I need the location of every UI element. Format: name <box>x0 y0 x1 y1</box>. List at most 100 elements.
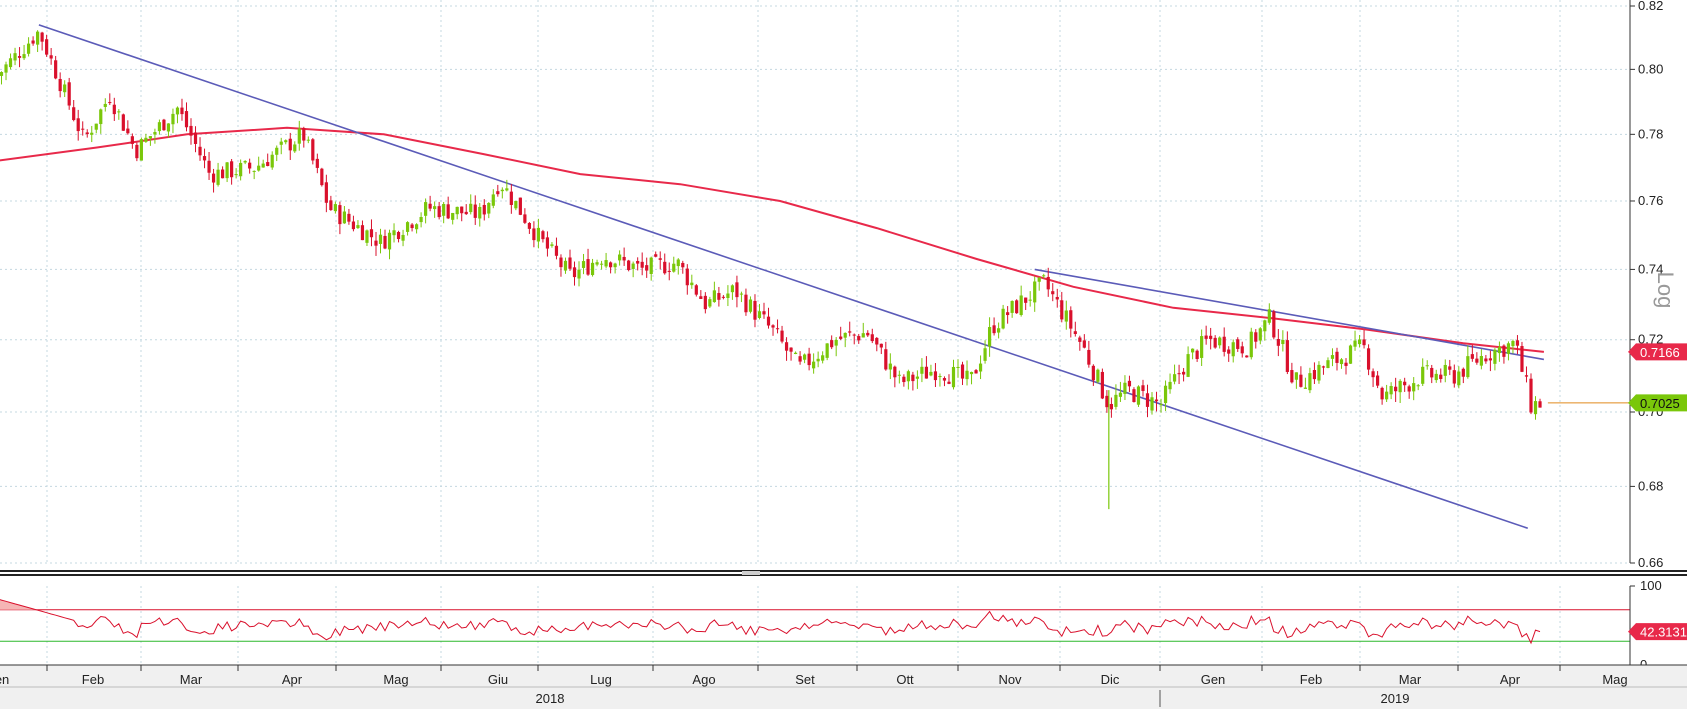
candle-body <box>4 64 8 73</box>
candle-body <box>595 262 599 265</box>
candle-body <box>1502 345 1506 357</box>
candle-body <box>261 163 265 168</box>
candle-body <box>437 206 441 218</box>
divider-handle <box>742 571 760 575</box>
candle-body <box>739 293 744 295</box>
candle-body <box>1091 365 1095 381</box>
candle-body <box>148 136 152 139</box>
x-tick-label: Nov <box>998 672 1022 687</box>
candle-body <box>121 114 125 131</box>
candle-body <box>1479 355 1483 366</box>
candle-body <box>1087 349 1091 365</box>
candle-body <box>1348 345 1353 364</box>
candle-body <box>293 144 297 152</box>
candle-body <box>1538 401 1542 408</box>
candle-body <box>279 141 283 145</box>
candle-body <box>947 381 951 384</box>
candle-body <box>1204 335 1208 339</box>
candle-body <box>577 269 581 279</box>
candle-body <box>297 128 301 144</box>
candle-body <box>63 84 67 93</box>
candle-body <box>460 206 464 214</box>
candle-body <box>1394 386 1398 392</box>
candle-body <box>162 119 166 131</box>
candle-body <box>1452 370 1456 384</box>
candle-body <box>315 158 319 168</box>
x-tick-label: Apr <box>1500 672 1521 687</box>
candle-body <box>956 366 960 368</box>
x-tick-label: Mag <box>383 672 408 687</box>
candle-body <box>1357 339 1362 345</box>
candle-body <box>1484 358 1488 362</box>
candle-body <box>126 128 130 134</box>
candle-body <box>225 162 229 179</box>
candle-body <box>1443 364 1447 376</box>
candle-body <box>31 40 35 44</box>
candle-body <box>153 132 157 135</box>
candle-body <box>1055 296 1059 300</box>
candle-body <box>1069 310 1073 329</box>
candle-body <box>879 343 883 348</box>
candle-body <box>744 294 748 313</box>
candle-body <box>351 221 356 230</box>
candle-body <box>1524 375 1529 377</box>
candle-body <box>1105 395 1109 408</box>
candle-body <box>1470 354 1474 359</box>
candle-body <box>965 370 969 380</box>
candle-body <box>369 229 374 238</box>
candle-body <box>1258 328 1262 341</box>
x-tick-label: Gen <box>1201 672 1226 687</box>
candle-body <box>496 191 500 195</box>
candle-body <box>789 347 793 352</box>
candle-body <box>1362 339 1366 346</box>
candle-body <box>1159 403 1163 405</box>
candle-body <box>1042 275 1046 277</box>
candle-body <box>1100 371 1104 399</box>
candle-body <box>230 161 234 178</box>
candle-body <box>1299 374 1303 387</box>
candle-body <box>1028 299 1032 301</box>
candle-body <box>1276 339 1280 346</box>
candle-body <box>1434 373 1438 381</box>
candle-body <box>884 349 888 370</box>
candle-body <box>1150 397 1154 411</box>
candle-body <box>1425 365 1429 367</box>
x-tick-label: Ott <box>896 672 914 687</box>
candle-body <box>798 356 802 362</box>
candle-body <box>1222 336 1226 352</box>
candle-body <box>753 300 757 320</box>
candle-body <box>36 31 40 45</box>
candle-body <box>414 224 419 230</box>
candle-body <box>1488 358 1492 361</box>
candle-body <box>1109 403 1114 410</box>
candle-body <box>1227 349 1231 354</box>
candle-body <box>929 371 933 376</box>
candle-body <box>893 366 897 378</box>
candle-body <box>1191 348 1195 353</box>
moving-average-value-label: 0.7166 <box>1640 345 1680 360</box>
candle-body <box>1330 355 1335 359</box>
candle-body <box>81 128 85 130</box>
candle-body <box>721 296 725 298</box>
candle-body <box>527 222 531 229</box>
candle-body <box>1114 394 1118 407</box>
candle-body <box>667 270 671 272</box>
candle-body <box>1285 340 1289 372</box>
candle-body <box>1132 389 1136 402</box>
candle-body <box>1154 399 1159 402</box>
candle-body <box>306 139 310 141</box>
candle-body <box>974 370 978 374</box>
x-tick-label: Apr <box>282 672 303 687</box>
candle-body <box>771 325 775 328</box>
candle-body <box>1177 373 1181 375</box>
candle-body <box>1520 346 1524 372</box>
x-tick-label: Gen <box>0 672 9 687</box>
candle-body <box>378 234 383 244</box>
y-tick-label: 0.74 <box>1638 261 1663 276</box>
candle-body <box>1317 364 1321 381</box>
candle-body <box>333 204 337 212</box>
candle-body <box>112 104 116 115</box>
candle-body <box>676 259 680 267</box>
candle-body <box>830 340 834 348</box>
